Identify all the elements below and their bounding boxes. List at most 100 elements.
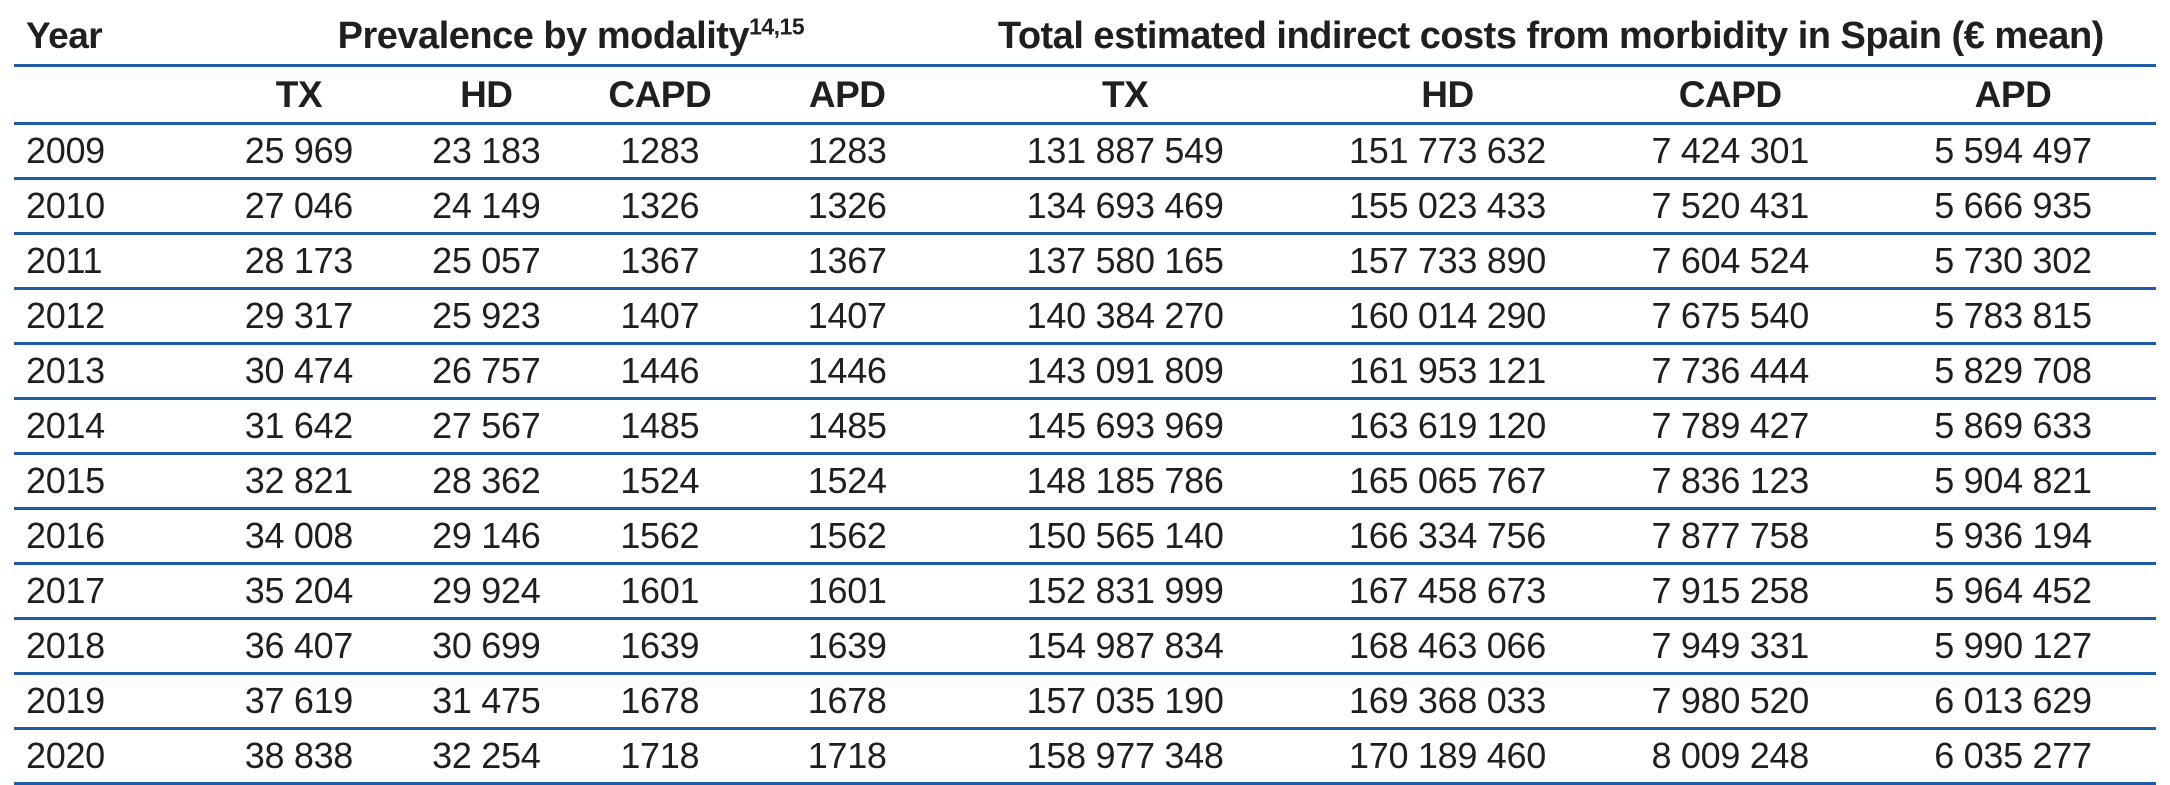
value-cell: 1485 <box>807 405 887 446</box>
value-cell: 157 733 890 <box>1349 240 1546 281</box>
value-cell: 143 091 809 <box>1026 350 1224 391</box>
value-cell: 1407 <box>620 295 700 336</box>
value-cell: 150 565 140 <box>1026 515 1224 556</box>
value-cell: 5 594 497 <box>1934 130 2092 171</box>
value-cell: 158 977 348 <box>1026 735 1224 776</box>
value-cell: 7 980 520 <box>1651 680 1809 721</box>
value-cell: 7 836 123 <box>1651 460 1809 501</box>
value-cell: 1718 <box>620 735 700 776</box>
value-cell: 36 407 <box>244 625 354 666</box>
group-header-row: Year Prevalence by modality14,15 Total e… <box>14 8 2156 66</box>
year-cell: 2020 <box>26 735 105 776</box>
year-cell: 2017 <box>26 570 105 611</box>
value-cell: 170 189 460 <box>1349 735 1546 776</box>
value-cell: 1485 <box>620 405 700 446</box>
year-cell: 2015 <box>26 460 105 501</box>
value-cell: 32 254 <box>432 735 541 776</box>
sub-header-empty-cell <box>14 66 196 124</box>
value-cell: 5 964 452 <box>1934 570 2092 611</box>
value-cell: 29 317 <box>244 295 354 336</box>
prevalence-reference-superscript: 14,15 <box>749 12 805 39</box>
table-row: 2014 31 642 27 567 1485 1485 145 693 969 163 6… <box>14 399 2156 454</box>
value-cell: 28 173 <box>244 240 354 281</box>
value-cell: 7 520 431 <box>1651 185 1809 226</box>
year-cell: 2009 <box>26 130 105 171</box>
value-cell: 29 146 <box>432 515 541 556</box>
value-cell: 7 424 301 <box>1651 130 1809 171</box>
sub-header-row: TX HD CAPD APD TX HD CAPD APD <box>14 66 2156 124</box>
value-cell: 7 949 331 <box>1651 625 1809 666</box>
value-cell: 1283 <box>807 130 887 171</box>
value-cell: 26 757 <box>432 350 541 391</box>
value-cell: 167 458 673 <box>1349 570 1546 611</box>
value-cell: 27 046 <box>244 185 354 226</box>
value-cell: 1326 <box>620 185 700 226</box>
year-cell: 2011 <box>26 240 103 281</box>
table-row: 2015 32 821 28 362 1524 1524 148 185 786 165 0… <box>14 454 2156 509</box>
value-cell: 151 773 632 <box>1349 130 1546 171</box>
sub-header-prevalence-hd: HD <box>460 73 513 115</box>
value-cell: 1678 <box>620 680 700 721</box>
value-cell: 1367 <box>807 240 887 281</box>
table-row: 2013 30 474 26 757 1446 1446 143 091 809 161 9… <box>14 344 2156 399</box>
value-cell: 24 149 <box>432 185 541 226</box>
value-cell: 166 334 756 <box>1349 515 1546 556</box>
value-cell: 1524 <box>807 460 887 501</box>
value-cell: 7 877 758 <box>1651 515 1809 556</box>
value-cell: 25 923 <box>432 295 541 336</box>
value-cell: 148 185 786 <box>1026 460 1224 501</box>
sub-header-costs-hd: HD <box>1421 73 1474 115</box>
value-cell: 32 821 <box>244 460 354 501</box>
value-cell: 5 990 127 <box>1934 625 2092 666</box>
value-cell: 134 693 469 <box>1026 185 1224 226</box>
value-cell: 28 362 <box>432 460 541 501</box>
value-cell: 1524 <box>620 460 700 501</box>
table-row: 2018 36 407 30 699 1639 1639 154 987 834 168 4… <box>14 619 2156 674</box>
value-cell: 165 065 767 <box>1349 460 1546 501</box>
sub-header-costs-apd: APD <box>1974 73 2052 115</box>
value-cell: 35 204 <box>244 570 354 611</box>
year-cell: 2012 <box>26 295 105 336</box>
value-cell: 30 474 <box>244 350 354 391</box>
value-cell: 5 869 633 <box>1934 405 2092 446</box>
value-cell: 27 567 <box>432 405 541 446</box>
table-row: 2020 38 838 32 254 1718 1718 158 977 348 170 1… <box>14 729 2156 784</box>
value-cell: 7 789 427 <box>1651 405 1809 446</box>
value-cell: 152 831 999 <box>1026 570 1224 611</box>
value-cell: 30 699 <box>432 625 541 666</box>
table-row: 2016 34 008 29 146 1562 1562 150 565 140 166 3… <box>14 509 2156 564</box>
costs-group-header: Total estimated indirect costs from morb… <box>997 14 2104 57</box>
table-row: 2017 35 204 29 924 1601 1601 152 831 999 167 4… <box>14 564 2156 619</box>
value-cell: 169 368 033 <box>1349 680 1546 721</box>
value-cell: 1562 <box>807 515 887 556</box>
prevalence-group-title: Prevalence by modality <box>337 14 750 57</box>
value-cell: 155 023 433 <box>1349 185 1546 226</box>
value-cell: 5 829 708 <box>1934 350 2092 391</box>
value-cell: 5 666 935 <box>1934 185 2092 226</box>
value-cell: 145 693 969 <box>1026 405 1224 446</box>
value-cell: 31 475 <box>432 680 541 721</box>
table-row: 2009 25 969 23 183 1283 1283 131 887 549 151 7… <box>14 124 2156 179</box>
value-cell: 1718 <box>807 735 887 776</box>
value-cell: 7 915 258 <box>1651 570 1809 611</box>
value-cell: 5 904 821 <box>1934 460 2092 501</box>
value-cell: 1601 <box>620 570 700 611</box>
value-cell: 1639 <box>620 625 700 666</box>
value-cell: 1601 <box>807 570 887 611</box>
value-cell: 29 924 <box>432 570 541 611</box>
value-cell: 7 675 540 <box>1651 295 1809 336</box>
value-cell: 168 463 066 <box>1349 625 1546 666</box>
value-cell: 5 936 194 <box>1934 515 2092 556</box>
year-cell: 2019 <box>26 680 105 721</box>
value-cell: 1446 <box>620 350 700 391</box>
value-cell: 1326 <box>807 185 887 226</box>
value-cell: 7 736 444 <box>1651 350 1809 391</box>
value-cell: 1407 <box>807 295 887 336</box>
value-cell: 31 642 <box>244 405 354 446</box>
value-cell: 160 014 290 <box>1349 295 1546 336</box>
sub-header-costs-tx: TX <box>1101 73 1149 115</box>
value-cell: 1639 <box>807 625 887 666</box>
value-cell: 157 035 190 <box>1026 680 1224 721</box>
value-cell: 37 619 <box>244 680 354 721</box>
value-cell: 38 838 <box>244 735 354 776</box>
